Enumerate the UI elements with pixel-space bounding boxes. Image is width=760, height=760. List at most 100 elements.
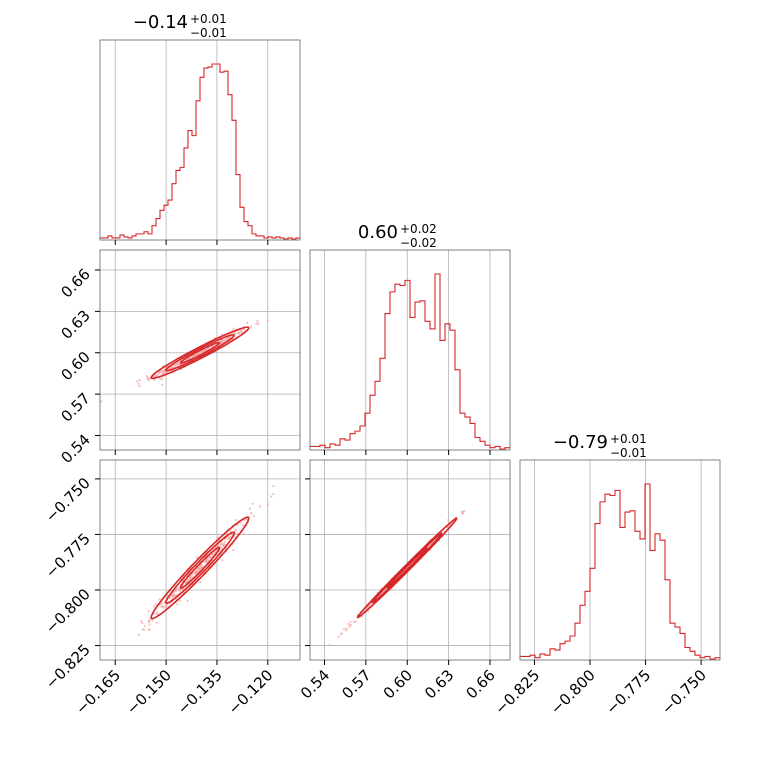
scatter-panel-0-1: 0.54 0.57 0.60 0.63 0.66 (57, 249, 301, 467)
density-contour (356, 517, 458, 619)
x-tick-label: 0.54 (297, 666, 333, 702)
density-contour (164, 334, 235, 372)
sample-point (199, 566, 203, 569)
param-title-value: −0.79 (553, 432, 608, 453)
density-contour (165, 531, 235, 605)
sample-point (238, 331, 241, 334)
sample-point (186, 579, 189, 582)
sample-point (174, 594, 177, 597)
sample-point (146, 376, 149, 380)
sample-point (145, 375, 148, 378)
param-title-value: −0.14 (133, 12, 188, 33)
sample-point (256, 319, 259, 323)
sample-point (160, 602, 163, 605)
sample-point (174, 364, 177, 367)
sample-point (337, 635, 340, 639)
sample-point (461, 512, 464, 515)
sample-point (220, 542, 224, 545)
sample-point (199, 564, 202, 567)
y-tick-label: −0.750 (42, 474, 94, 526)
param-title-plus: +0.01 (610, 432, 647, 446)
sample-point (248, 507, 251, 510)
sample-point (143, 628, 146, 631)
hist-panel-2: −0.825 −0.800 −0.775 −0.750 −0.79 +0.01−0.01 (491, 432, 721, 718)
sample-point (136, 380, 139, 383)
sample-point (252, 514, 255, 518)
x-tick-label: 0.57 (338, 666, 374, 702)
sample-point (161, 372, 164, 375)
sample-point (161, 383, 164, 386)
sample-point (222, 542, 225, 546)
sample-point (349, 620, 352, 623)
sample-point (200, 350, 203, 353)
x-tick-label: 0.66 (462, 666, 498, 702)
scatter-panel-1-2: 0.54 0.57 0.60 0.63 0.66 (297, 459, 511, 702)
sample-point (154, 603, 157, 606)
sample-point (155, 612, 158, 615)
sample-point (348, 625, 351, 628)
param-title-minus: −0.01 (610, 446, 647, 460)
x-tick-label: 0.63 (421, 666, 457, 702)
panel-frame (309, 459, 511, 661)
sample-point (141, 622, 144, 625)
sample-point (163, 606, 166, 609)
sample-point (270, 495, 273, 498)
panel-frame (309, 249, 511, 451)
sample-point (157, 372, 161, 375)
sample-point (225, 537, 228, 540)
sample-point (171, 596, 174, 599)
sample-point (267, 503, 270, 506)
sample-point (148, 619, 151, 622)
sample-point (246, 321, 249, 324)
sample-point (140, 620, 143, 623)
sample-point (354, 620, 357, 623)
panel-frame (99, 459, 301, 661)
sample-point (148, 377, 151, 380)
sample-point (155, 621, 159, 624)
sample-point (195, 569, 198, 573)
y-tick-label: 0.54 (57, 431, 93, 467)
sample-point (186, 599, 189, 603)
sample-point (342, 627, 346, 631)
sample-point (137, 382, 140, 385)
y-tick-label: 0.60 (57, 348, 93, 384)
x-tick-label: −0.120 (225, 666, 277, 718)
sample-point (219, 341, 222, 344)
sample-point (232, 327, 235, 330)
x-tick-label: 0.60 (380, 666, 416, 702)
sample-point (258, 505, 262, 508)
y-tick-label: −0.775 (42, 530, 94, 582)
sample-point (178, 599, 182, 602)
scatter-panel-0-2: −0.165−0.150−0.135−0.120−0.825−0.800−0.7… (42, 459, 301, 718)
sample-point (208, 556, 211, 559)
density-contour (371, 532, 443, 604)
sample-point (147, 628, 151, 631)
panel-frame (519, 459, 721, 661)
hist-panel-1: 0.60 +0.02−0.02 (309, 222, 511, 455)
sample-point (272, 493, 275, 496)
y-tick-label: −0.800 (42, 585, 94, 637)
sample-point (234, 529, 237, 532)
x-tick-label: −0.775 (602, 666, 654, 718)
sample-point (152, 605, 156, 608)
x-tick-label: −0.800 (547, 666, 599, 718)
sample-point (162, 369, 166, 372)
sample-point (240, 329, 243, 333)
sample-point (255, 322, 258, 325)
sample-point (349, 624, 353, 627)
sample-point (223, 541, 227, 544)
density-contour (179, 341, 221, 364)
sample-point (266, 319, 269, 322)
sample-point (345, 627, 348, 630)
sample-point (154, 375, 157, 378)
param-title-minus: −0.02 (400, 236, 437, 250)
density-contour (150, 326, 250, 380)
histogram-step-line (309, 273, 511, 450)
sample-point (174, 589, 178, 592)
sample-point (241, 524, 245, 527)
y-tick-label: 0.66 (57, 265, 93, 301)
histogram-step-line (99, 63, 301, 240)
sample-point (138, 384, 141, 388)
sample-point (164, 606, 168, 609)
sample-point (137, 633, 140, 636)
